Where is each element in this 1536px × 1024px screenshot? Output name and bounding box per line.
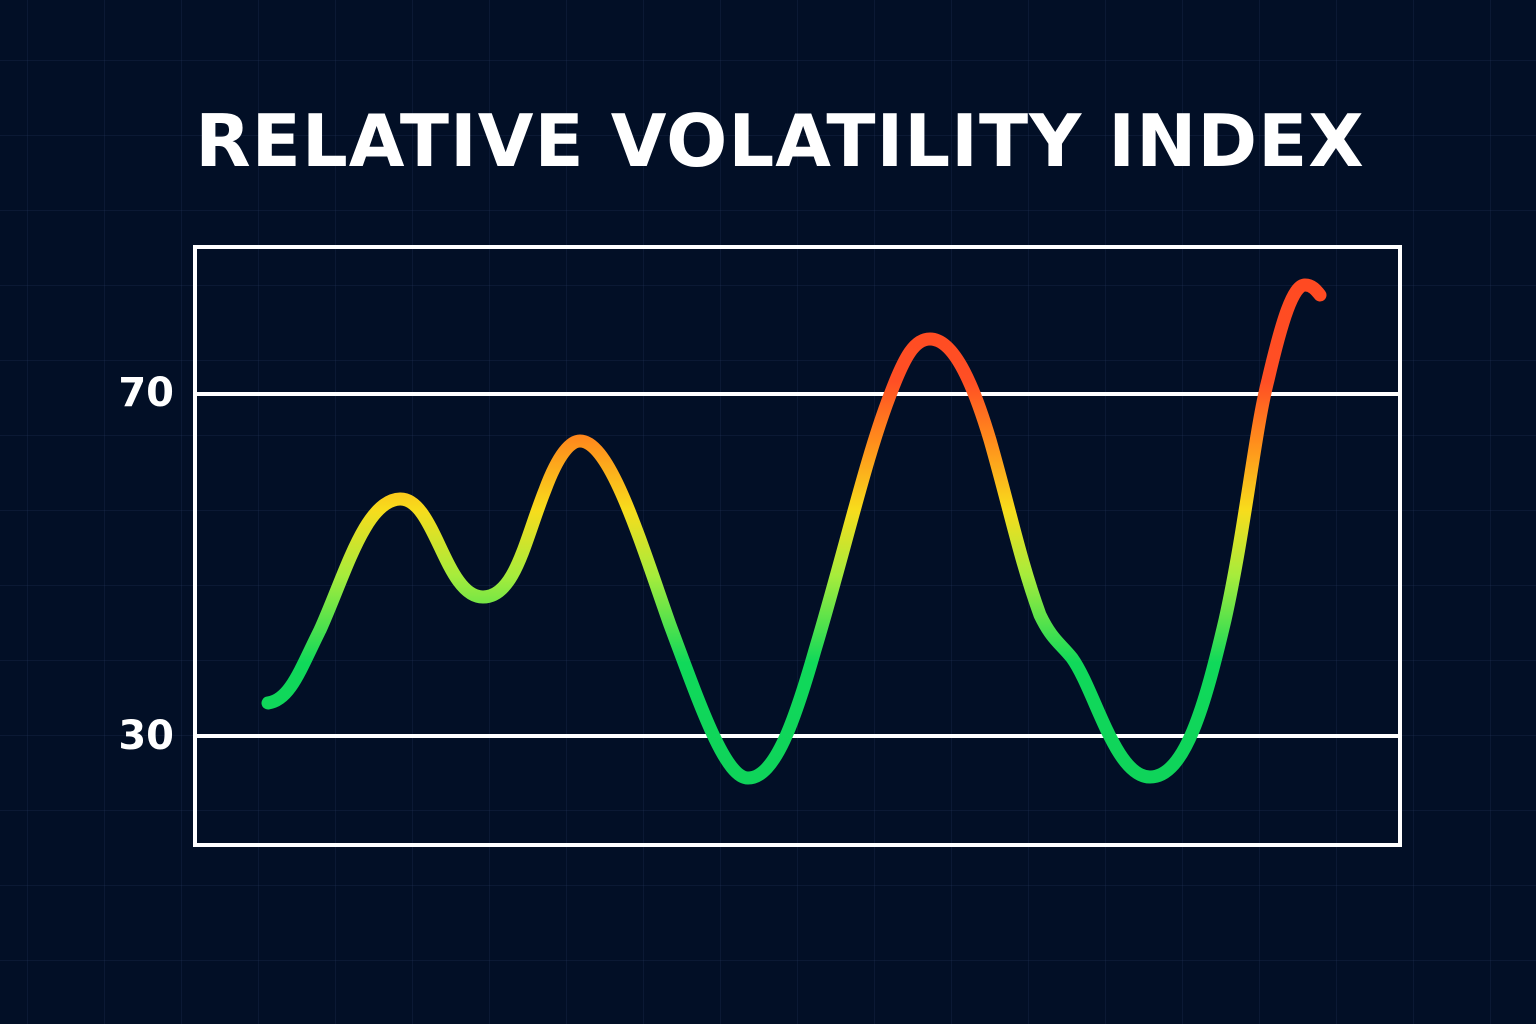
rvi-line xyxy=(261,278,1327,785)
chart-title: RELATIVE VOLATILITY INDEX xyxy=(195,99,1365,183)
y-tick-label-70: 70 xyxy=(118,370,174,416)
y-tick-label-30: 30 xyxy=(118,713,174,759)
plot-frame xyxy=(193,245,1402,847)
